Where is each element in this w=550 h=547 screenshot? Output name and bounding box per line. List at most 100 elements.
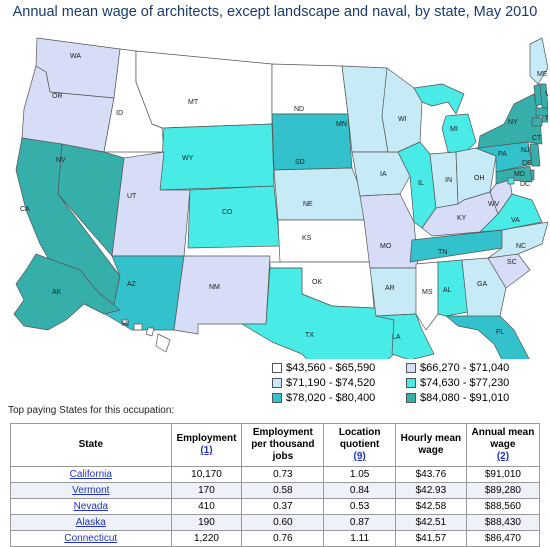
state-mt[interactable] xyxy=(135,50,273,129)
state-label-pa: PA xyxy=(498,151,507,158)
state-label-ar: AR xyxy=(385,285,395,292)
header-hourly-wage-label: Hourly mean wage xyxy=(400,433,462,456)
header-location-quotient: Location quotient (9) xyxy=(323,423,396,467)
legend-label-5: $78,020 - $80,400 xyxy=(286,391,376,404)
location-quotient-footnote-link[interactable]: (9) xyxy=(353,451,366,462)
state-mo[interactable] xyxy=(359,193,419,269)
table-row: California 10,170 0.73 1.05 $43.76 $91,0… xyxy=(10,466,541,483)
annual-wage-cell: $88,560 xyxy=(465,498,541,515)
header-employment-label: Employment xyxy=(176,433,237,444)
state-label-tx: TX xyxy=(305,332,314,339)
state-ms[interactable] xyxy=(415,261,439,331)
hourly-wage-cell: $42.93 xyxy=(394,482,467,499)
state-ks[interactable] xyxy=(277,219,371,263)
state-wi[interactable] xyxy=(381,67,423,153)
header-per-thousand: Employment per thousand jobs xyxy=(241,423,325,467)
state-label-hi: HI xyxy=(122,321,129,328)
state-label-sc: SC xyxy=(507,259,517,266)
state-label-mn: MN xyxy=(336,121,347,128)
state-cell: Vermont xyxy=(10,482,172,499)
legend-swatch-5 xyxy=(272,392,282,403)
state-ne[interactable] xyxy=(273,167,365,221)
state-link[interactable]: Vermont xyxy=(72,485,110,496)
state-wv[interactable] xyxy=(489,179,513,215)
legend-swatch-6 xyxy=(406,392,416,403)
state-tn[interactable] xyxy=(409,229,503,263)
per-thousand-cell: 0.37 xyxy=(241,498,325,515)
state-label-oh: OH xyxy=(474,175,485,182)
legend-label-6: $84,080 - $91,010 xyxy=(420,391,510,404)
state-label-in: IN xyxy=(445,177,452,184)
state-label-nd: ND xyxy=(294,106,304,113)
hourly-wage-cell: $43.76 xyxy=(394,466,467,483)
state-label-md: MD xyxy=(514,171,525,178)
state-link[interactable]: Connecticut xyxy=(64,533,118,544)
state-label-tn: TN xyxy=(438,249,447,256)
state-label-ne: NE xyxy=(303,201,313,208)
state-label-ma: MA xyxy=(546,115,548,122)
employment-footnote-link[interactable]: (1) xyxy=(200,445,213,456)
state-label-wv: WV xyxy=(488,201,500,208)
employment-cell: 170 xyxy=(170,482,243,499)
state-cell: Nevada xyxy=(10,498,172,515)
state-label-il: IL xyxy=(418,180,424,187)
state-md[interactable] xyxy=(495,165,533,185)
annual-wage-footnote-link[interactable]: (2) xyxy=(496,451,510,462)
state-nd[interactable] xyxy=(271,63,349,115)
table-row: Nevada 410 0.37 0.53 $42.58 $88,560 xyxy=(10,498,541,515)
per-thousand-cell: 0.73 xyxy=(241,466,325,483)
state-la[interactable] xyxy=(375,313,435,359)
legend-label-1: $43,560 - $65,590 xyxy=(286,361,376,374)
annual-wage-cell: $86,470 xyxy=(465,530,541,547)
legend-row: $43,560 - $65,590 $66,270 - $71,040 xyxy=(272,360,540,375)
header-location-quotient-label: Location quotient xyxy=(338,427,381,450)
state-label-fl: FL xyxy=(496,329,504,336)
state-ga[interactable] xyxy=(461,257,507,319)
legend-label-2: $66,270 - $71,040 xyxy=(420,361,510,374)
state-nj[interactable] xyxy=(529,143,541,167)
state-co[interactable] xyxy=(187,185,281,249)
state-label-ga: GA xyxy=(477,281,487,288)
legend-item-4: $74,630 - $77,230 xyxy=(406,377,540,389)
per-thousand-cell: 0.60 xyxy=(241,514,325,531)
state-label-me: ME xyxy=(537,71,548,78)
state-mi[interactable] xyxy=(413,83,477,155)
per-thousand-cell: 0.58 xyxy=(241,482,325,499)
state-nh[interactable] xyxy=(539,83,548,109)
state-ar[interactable] xyxy=(369,267,419,317)
state-ak[interactable] xyxy=(13,253,121,331)
annual-wage-cell: $88,430 xyxy=(465,514,541,531)
legend-item-3: $71,190 - $74,520 xyxy=(272,377,406,389)
state-dc[interactable] xyxy=(507,177,515,185)
state-link[interactable]: Nevada xyxy=(73,501,109,512)
employment-cell: 1,220 xyxy=(170,530,243,547)
legend-item-6: $84,080 - $91,010 xyxy=(406,392,540,404)
state-link[interactable]: California xyxy=(69,469,112,480)
state-nc[interactable] xyxy=(487,221,548,259)
state-link[interactable]: Alaska xyxy=(75,517,106,528)
map-title: Annual mean wage of architects, except l… xyxy=(12,4,538,20)
state-label-de: DE xyxy=(522,160,532,167)
state-tx[interactable] xyxy=(241,267,395,359)
state-al[interactable] xyxy=(437,259,469,317)
header-state-label: State xyxy=(78,439,104,450)
state-cell: Connecticut xyxy=(10,530,172,547)
location-quotient-cell: 1.05 xyxy=(323,466,396,483)
state-label-ny: NY xyxy=(508,119,518,126)
state-label-al: AL xyxy=(443,287,452,294)
table-caption: Top paying States for this occupation: xyxy=(8,405,175,416)
state-ma[interactable] xyxy=(535,107,548,117)
location-quotient-cell: 0.87 xyxy=(323,514,396,531)
legend-swatch-4 xyxy=(406,377,416,388)
state-hi[interactable] xyxy=(121,319,171,353)
table-row: Alaska 190 0.60 0.87 $42.51 $88,430 xyxy=(10,514,541,531)
state-label-ia: IA xyxy=(380,171,387,178)
state-fl[interactable] xyxy=(445,315,534,359)
state-nm[interactable] xyxy=(173,255,271,335)
state-label-nv: NV xyxy=(56,157,66,164)
state-label-ky: KY xyxy=(457,215,467,222)
state-ct[interactable] xyxy=(531,117,543,127)
state-wy[interactable] xyxy=(159,123,275,191)
header-employment: Employment (1) xyxy=(170,423,243,467)
state-me[interactable] xyxy=(529,37,548,85)
